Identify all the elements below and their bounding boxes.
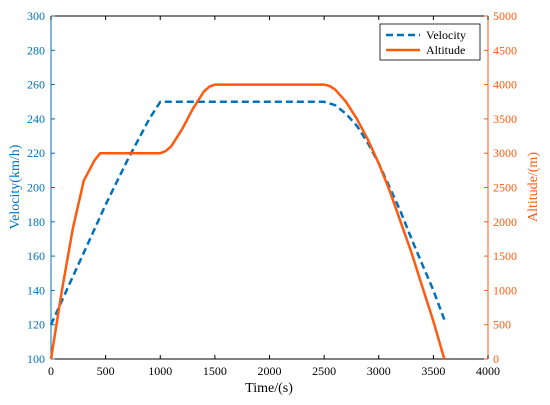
x-axis-label: Time/(s) <box>245 381 293 396</box>
y-left-tick-label: 260 <box>27 78 45 92</box>
y-left-tick-label: 200 <box>27 181 45 195</box>
legend-label-altitude: Altitude <box>426 43 465 57</box>
y-left-axis-label: Velocity(km/h) <box>8 144 23 229</box>
y-left-tick-label: 240 <box>27 112 45 126</box>
y-right-tick-label: 4000 <box>493 78 517 92</box>
y-right-tick-label: 3500 <box>493 112 517 126</box>
y-right-tick-label: 2000 <box>493 215 517 229</box>
y-right-tick-label: 1000 <box>493 283 517 297</box>
velocity-line <box>49 100 446 326</box>
y-right-tick-label: 500 <box>493 318 511 332</box>
y-left-tick-label: 140 <box>27 283 45 297</box>
x-tick-label: 2000 <box>258 364 282 378</box>
y-left-tick-label: 120 <box>27 318 45 332</box>
x-tick-label: 3500 <box>421 364 445 378</box>
y-right-tick-label: 3000 <box>493 146 517 160</box>
x-tick-label: 3000 <box>367 364 391 378</box>
x-tick-label: 4000 <box>476 364 500 378</box>
y-right-tick-label: 2500 <box>493 181 517 195</box>
y-right-tick-label: 4500 <box>493 43 517 57</box>
x-tick-label: 2500 <box>312 364 336 378</box>
x-tick-label: 1000 <box>148 364 172 378</box>
y-left-tick-label: 300 <box>27 9 45 23</box>
y-left-tick-label: 280 <box>27 43 45 57</box>
y-right-tick-label: 1500 <box>493 249 517 263</box>
y-left-tick-label: 180 <box>27 215 45 229</box>
x-tick-label: 1500 <box>203 364 227 378</box>
y-left-tick-label: 160 <box>27 249 45 263</box>
legend-box <box>379 23 481 61</box>
axes: 0 500 1000 1500 2000 2500 3000 3500 400010012014… <box>27 9 517 378</box>
y-right-tick-label: 0 <box>493 352 499 366</box>
y-left-tick-label: 220 <box>27 146 45 160</box>
y-right-tick-label: 5000 <box>493 9 517 23</box>
series-layer <box>49 83 446 360</box>
legend-label-velocity: Velocity <box>426 28 466 42</box>
y-left-tick-label: 100 <box>27 352 45 366</box>
altitude-line <box>49 83 446 360</box>
x-tick-label: 0 <box>48 364 54 378</box>
x-tick-label: 500 <box>97 364 115 378</box>
y-right-axis-label: Altitude/(m) <box>526 152 541 222</box>
